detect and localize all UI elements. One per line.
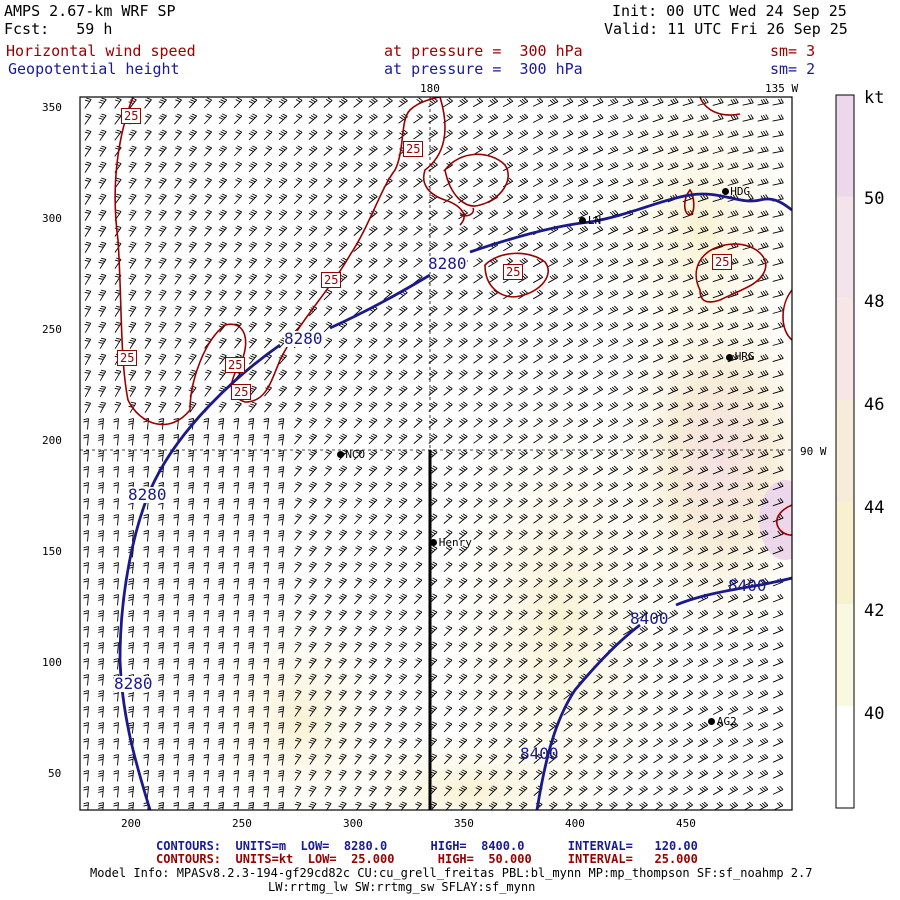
station-marker (430, 539, 438, 547)
station-label: HDG (730, 184, 751, 198)
height-label: 8280 (284, 329, 323, 348)
contour-info-height: CONTOURS: UNITS=m LOW= 8280.0 HIGH= 8400… (156, 839, 698, 853)
colorbar-swatch (836, 604, 854, 707)
forecast-hour: Fcst: 59 h (4, 20, 113, 38)
x-tick-label: 200 (121, 817, 141, 830)
colorbar-swatch (836, 298, 854, 401)
colorbar-swatch (836, 502, 854, 605)
field1-level: at pressure = 300 hPa (384, 42, 583, 60)
colorbar-unit: kt (864, 88, 885, 108)
field1-smoothing: sm= 3 (770, 42, 816, 60)
speed-label: 25 (503, 264, 524, 280)
x-tick-label: 350 (454, 817, 474, 830)
height-label: 8280 (114, 674, 153, 693)
colorbar-swatch (836, 95, 854, 197)
colorbar-label: 46 (864, 395, 885, 415)
wind-barbs (83, 97, 784, 810)
station-label: AG2 (716, 714, 737, 728)
station-marker (708, 718, 716, 726)
y-tick-label: 100 (42, 656, 62, 669)
speed-label: 25 (225, 357, 246, 373)
colorbar-label: 48 (864, 292, 885, 312)
height-label: 8400 (728, 576, 767, 595)
lon-label-135w: 135 W (765, 82, 799, 95)
station-marker (726, 353, 734, 361)
y-tick-label: 200 (42, 434, 62, 447)
valid-time: Valid: 11 UTC Fri 26 Sep 25 (604, 20, 848, 38)
lat-lon-lines (80, 97, 792, 451)
x-tick-label: 300 (343, 817, 363, 830)
speed-label: 25 (121, 108, 142, 124)
height-label: 8280 (128, 485, 167, 504)
station-marker (721, 188, 729, 196)
x-tick-label: 400 (565, 817, 585, 830)
colorbar-swatch (836, 706, 854, 808)
station-label: Henry (438, 535, 472, 549)
colorbar-swatch (836, 196, 854, 299)
speed-label: 25 (231, 384, 252, 400)
x-tick-label: 450 (676, 817, 696, 830)
field2-name: Geopotential height (8, 60, 180, 78)
y-tick-label: 50 (48, 767, 62, 780)
colorbar-swatch (836, 400, 854, 503)
contour-info-speed: CONTOURS: UNITS=kt LOW= 25.000 HIGH= 50.… (156, 852, 698, 866)
lon-label-180: 180 (420, 82, 440, 95)
speed-label: 25 (403, 141, 424, 157)
station-marker (579, 217, 587, 225)
lon-label-90w: 90 W (800, 445, 827, 458)
y-tick-label: 150 (42, 545, 62, 558)
model-title: AMPS 2.67-km WRF SP (4, 2, 176, 20)
field1-name: Horizontal wind speed (6, 42, 196, 60)
station-label: HRG (734, 350, 755, 364)
y-tick-label: 350 (42, 101, 62, 114)
model-info-line2: LW:rrtmg_lw SW:rrtmg_sw SFLAY:sf_mynn (268, 880, 536, 894)
field2-smoothing: sm= 2 (770, 60, 816, 78)
wind-barb-field (83, 97, 784, 810)
colorbar-label: 42 (864, 601, 885, 621)
x-tick-label: 250 (232, 817, 252, 830)
speed-label: 25 (321, 272, 342, 288)
colorbar-label: 40 (864, 704, 885, 724)
colorbar (835, 94, 855, 809)
plot-frame (79, 96, 793, 811)
y-tick-label: 300 (42, 212, 62, 225)
colorbar-label: 44 (864, 498, 885, 518)
colorbar-frame (835, 94, 855, 809)
colorbar-label: 50 (864, 189, 885, 209)
height-label: 8400 (630, 609, 669, 628)
speed-label: 25 (117, 350, 138, 366)
field2-level: at pressure = 300 hPa (384, 60, 583, 78)
init-time: Init: 00 UTC Wed 24 Sep 25 (612, 2, 847, 20)
height-contours (118, 192, 792, 810)
station-label: LN (587, 213, 602, 227)
height-label: 8280 (428, 254, 467, 273)
height-label: 8400 (520, 744, 559, 763)
station-label: NCO (345, 447, 366, 461)
speed-label: 25 (712, 254, 733, 270)
model-info-line1: Model Info: MPASv8.2.3-194-gf29cd82c CU:… (90, 866, 813, 880)
y-tick-label: 250 (42, 323, 62, 336)
station-marker (336, 451, 344, 459)
